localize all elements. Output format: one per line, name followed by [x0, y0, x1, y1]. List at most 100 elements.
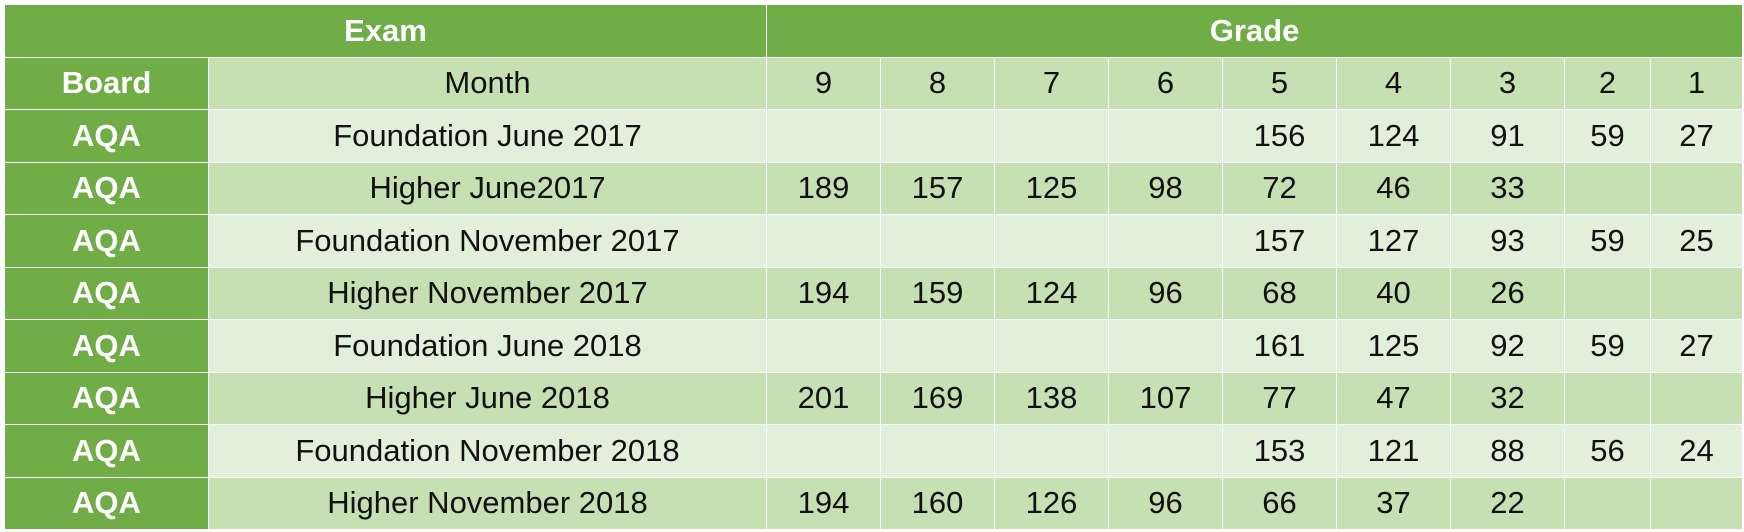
grade-boundary-cell: 40 — [1336, 266, 1452, 320]
grade-boundary-cell: 92 — [1450, 319, 1566, 373]
board-cell: AQA — [4, 476, 209, 530]
table-row: AQA Higher June2017 189 157 125 98 72 46 33 — [4, 161, 1744, 215]
grade-boundaries-table: Exam Grade Board Month 9 8 7 6 5 4 3 2 1… — [3, 4, 1744, 530]
grade-boundary-cell: 59 — [1564, 109, 1652, 163]
grade-boundary-cell: 125 — [1336, 319, 1452, 373]
grade-boundary-cell: 22 — [1450, 476, 1566, 530]
grade-boundary-cell: 32 — [1450, 371, 1566, 425]
grade-boundary-cell — [1564, 161, 1652, 215]
grade-boundary-cell — [994, 214, 1110, 268]
grade-boundary-cell — [1650, 371, 1744, 425]
grade-boundary-cell — [994, 109, 1110, 163]
grade-boundary-cell: 157 — [880, 161, 996, 215]
grade-boundary-cell — [880, 214, 996, 268]
grade-boundary-cell: 88 — [1450, 424, 1566, 478]
grade-boundary-cell: 24 — [1650, 424, 1744, 478]
grade-column-header: 9 — [766, 56, 882, 110]
table-row: AQA Foundation November 2018 153 121 88 56 24 — [4, 424, 1744, 478]
grade-boundary-cell: 125 — [994, 161, 1110, 215]
grade-boundary-cell — [766, 319, 882, 373]
grade-boundary-cell: 96 — [1108, 476, 1224, 530]
grade-boundary-cell: 124 — [994, 266, 1110, 320]
grade-boundary-cell: 77 — [1222, 371, 1338, 425]
board-cell: AQA — [4, 424, 209, 478]
header-row-top: Exam Grade — [3, 4, 1744, 58]
grade-column-header: 4 — [1336, 56, 1452, 110]
grade-boundary-cell — [994, 319, 1110, 373]
grade-boundary-cell: 37 — [1336, 476, 1452, 530]
grade-boundary-cell: 98 — [1108, 161, 1224, 215]
grade-header: Grade — [766, 4, 1744, 58]
board-cell: AQA — [4, 214, 209, 268]
grade-boundary-cell — [1108, 319, 1224, 373]
grade-boundary-cell: 93 — [1450, 214, 1566, 268]
grade-boundary-cell: 201 — [766, 371, 882, 425]
board-column-header: Board — [4, 56, 209, 110]
grade-boundary-cell: 33 — [1450, 161, 1566, 215]
grade-column-header: 5 — [1222, 56, 1338, 110]
grade-boundary-cell: 47 — [1336, 371, 1452, 425]
board-cell: AQA — [4, 266, 209, 320]
grade-boundary-cell — [1564, 476, 1652, 530]
grade-boundary-cell: 138 — [994, 371, 1110, 425]
table-row: AQA Higher November 2017 194 159 124 96 68 40 26 — [4, 266, 1744, 320]
grade-column-header: 8 — [880, 56, 996, 110]
board-cell: AQA — [4, 161, 209, 215]
grade-boundary-cell — [880, 424, 996, 478]
grade-column-header: 3 — [1450, 56, 1566, 110]
month-cell: Higher November 2017 — [207, 266, 768, 320]
grade-boundary-cell: 27 — [1650, 109, 1744, 163]
board-cell: AQA — [4, 319, 209, 373]
grade-boundary-cell — [1564, 371, 1652, 425]
grade-boundary-cell: 59 — [1564, 214, 1652, 268]
grade-boundary-cell: 126 — [994, 476, 1110, 530]
grade-boundary-cell: 68 — [1222, 266, 1338, 320]
month-cell: Foundation November 2017 — [207, 214, 768, 268]
board-cell: AQA — [4, 371, 209, 425]
grade-boundary-cell: 159 — [880, 266, 996, 320]
grade-boundary-cell: 194 — [766, 476, 882, 530]
grade-boundary-cell: 107 — [1108, 371, 1224, 425]
table-row: AQA Higher June 2018 201 169 138 107 77 47 32 — [4, 371, 1744, 425]
grade-boundary-cell — [1108, 109, 1224, 163]
grade-boundary-cell: 91 — [1450, 109, 1566, 163]
grade-boundary-cell: 153 — [1222, 424, 1338, 478]
grade-boundary-cell — [880, 319, 996, 373]
exam-header: Exam — [3, 4, 768, 58]
month-cell: Foundation November 2018 — [207, 424, 768, 478]
grade-boundary-cell: 59 — [1564, 319, 1652, 373]
grade-boundary-cell: 26 — [1450, 266, 1566, 320]
table-row: AQA Foundation November 2017 157 127 93 59 25 — [4, 214, 1744, 268]
grade-column-header: 7 — [994, 56, 1110, 110]
grade-boundary-cell — [1108, 214, 1224, 268]
grade-boundary-cell: 156 — [1222, 109, 1338, 163]
grade-column-header: 2 — [1564, 56, 1652, 110]
grade-boundary-cell — [1564, 266, 1652, 320]
grade-boundary-cell — [1650, 476, 1744, 530]
grade-boundaries-table-container: Exam Grade Board Month 9 8 7 6 5 4 3 2 1… — [3, 4, 1744, 530]
grade-boundary-cell: 46 — [1336, 161, 1452, 215]
grade-boundary-cell: 25 — [1650, 214, 1744, 268]
grade-boundary-cell — [766, 214, 882, 268]
grade-boundary-cell — [880, 109, 996, 163]
grade-boundary-cell: 72 — [1222, 161, 1338, 215]
board-cell: AQA — [4, 109, 209, 163]
month-cell: Foundation June 2017 — [207, 109, 768, 163]
grade-boundary-cell: 189 — [766, 161, 882, 215]
grade-boundary-cell: 27 — [1650, 319, 1744, 373]
grade-boundary-cell: 194 — [766, 266, 882, 320]
grade-boundary-cell: 121 — [1336, 424, 1452, 478]
grade-column-header: 6 — [1108, 56, 1224, 110]
month-cell: Higher November 2018 — [207, 476, 768, 530]
table-row: AQA Foundation June 2018 161 125 92 59 27 — [4, 319, 1744, 373]
grade-boundary-cell: 161 — [1222, 319, 1338, 373]
month-cell: Higher June2017 — [207, 161, 768, 215]
grade-boundary-cell — [766, 424, 882, 478]
grade-column-header: 1 — [1650, 56, 1744, 110]
grade-boundary-cell: 124 — [1336, 109, 1452, 163]
grade-boundary-cell: 157 — [1222, 214, 1338, 268]
grade-boundary-cell: 56 — [1564, 424, 1652, 478]
grade-boundary-cell: 169 — [880, 371, 996, 425]
grade-boundary-cell — [1650, 266, 1744, 320]
table-row: AQA Higher November 2018 194 160 126 96 66 37 22 — [4, 476, 1744, 530]
